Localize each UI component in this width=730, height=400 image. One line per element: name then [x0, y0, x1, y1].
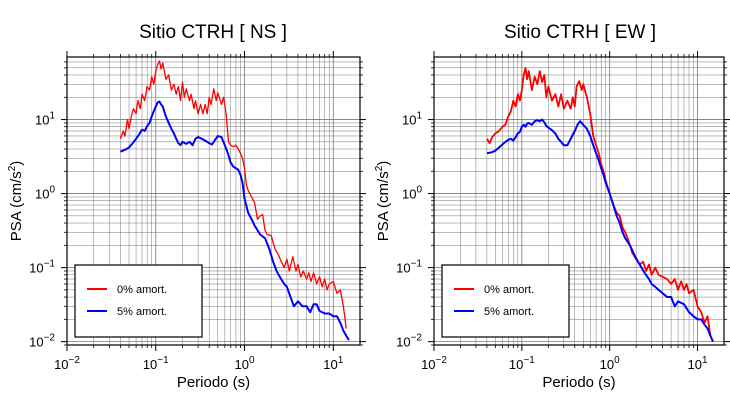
- axis-ticks: [61, 51, 366, 351]
- x-tick-label: 10−1: [143, 355, 169, 372]
- chart-title: Sitio CTRH [ NS ]: [139, 22, 287, 43]
- x-tick-label: 100: [235, 355, 255, 372]
- chart-panel-2: 10−2 10−1 100 101 10−2 10−1 100 101 Sitio CTRH […: [374, 22, 730, 391]
- y-tick-label: 101: [35, 111, 55, 128]
- chart-title: Sitio CTRH [ EW ]: [504, 22, 656, 43]
- legend-label: 5% amort.: [117, 306, 167, 318]
- x-tick-label: 10−2: [421, 355, 447, 372]
- y-axis-label: PSA (cm/s2): [374, 161, 392, 242]
- legend-label: 5% amort.: [484, 306, 534, 318]
- x-axis-label: Periodo (s): [177, 374, 250, 391]
- legend-label: 0% amort.: [484, 284, 534, 296]
- y-tick-label: 10−1: [396, 259, 422, 276]
- y-tick-label: 100: [35, 185, 55, 202]
- x-tick-label: 101: [323, 355, 343, 372]
- series-line-red: [486, 66, 712, 336]
- axis-ticks: [428, 51, 730, 351]
- x-tick-label: 10−1: [509, 355, 535, 372]
- series-group: [486, 66, 714, 343]
- series-group: [119, 60, 350, 341]
- y-tick-label: 10−2: [396, 333, 422, 350]
- series-line-blue: [486, 118, 714, 343]
- y-tick-label: 100: [402, 185, 422, 202]
- series-line-blue: [120, 100, 350, 341]
- x-axis-label: Periodo (s): [542, 374, 615, 391]
- legend-label: 0% amort.: [117, 284, 167, 296]
- x-tick-label: 10−2: [54, 355, 80, 372]
- legend: 0% amort. 5% amort.: [441, 264, 570, 338]
- y-tick-label: 101: [402, 111, 422, 128]
- y-tick-label: 10−1: [29, 259, 55, 276]
- legend: 0% amort. 5% amort.: [74, 264, 203, 338]
- legend-box: [74, 264, 203, 338]
- x-tick-label: 100: [600, 355, 620, 372]
- x-tick-label: 101: [688, 355, 708, 372]
- y-axis-label: PSA (cm/s2): [7, 161, 25, 242]
- y-tick-label: 10−2: [29, 333, 55, 350]
- series-line-red: [119, 60, 347, 329]
- chart-panel-1: 10−2 10−1 100 101 10−2 10−1 100 101 Sitio CTRH […: [7, 22, 366, 391]
- legend-box: [441, 264, 570, 338]
